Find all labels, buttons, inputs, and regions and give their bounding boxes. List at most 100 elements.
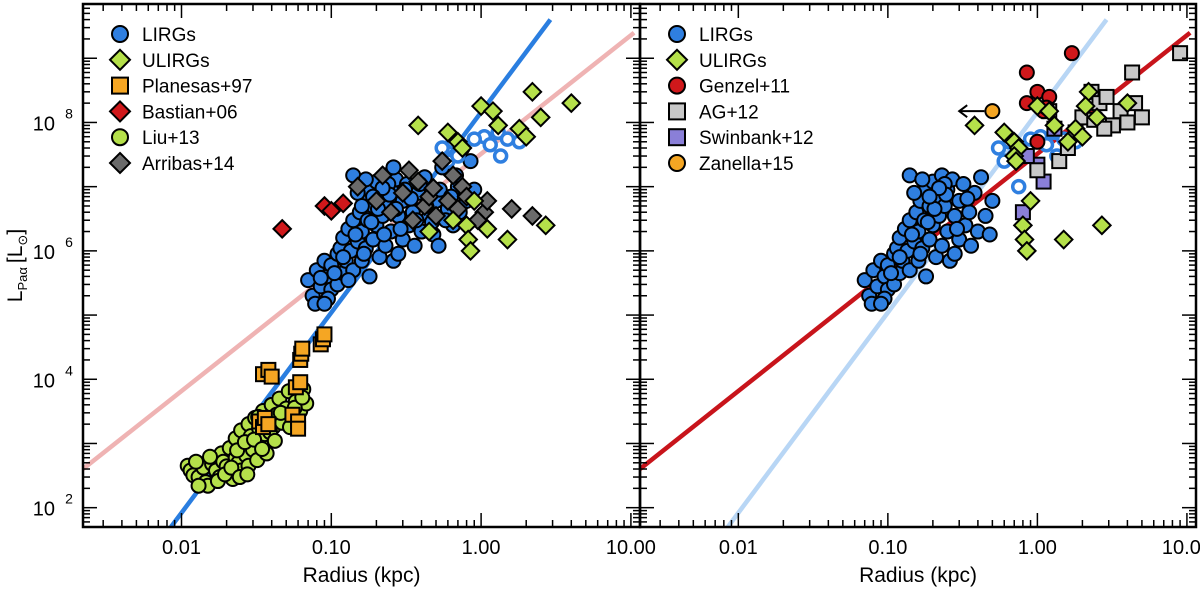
series-ulirgs bbox=[964, 81, 1138, 262]
data-point bbox=[460, 240, 481, 262]
data-point bbox=[392, 182, 413, 204]
data-point bbox=[1018, 64, 1035, 81]
data-point bbox=[477, 218, 498, 240]
x-axis-title: Radius (kpc) bbox=[859, 564, 977, 587]
series-lirgs bbox=[856, 167, 1001, 312]
x-tick-label: 0.01 bbox=[719, 537, 758, 559]
legend: LIRGs ULIRGs Planesas+97 Bastian+06 Liu+13 Ar… bbox=[108, 25, 252, 175]
data-point bbox=[398, 160, 420, 181]
y-tick-label: 10 bbox=[33, 370, 55, 392]
data-point bbox=[190, 477, 207, 494]
data-point bbox=[530, 107, 551, 128]
series-planesas-97 bbox=[251, 326, 333, 437]
data-point bbox=[1005, 150, 1027, 172]
data-point bbox=[363, 214, 380, 231]
data-point bbox=[1133, 109, 1150, 126]
y-tick-exponent: 8 bbox=[65, 105, 73, 121]
legend-marker bbox=[108, 151, 132, 175]
data-point bbox=[385, 159, 402, 176]
data-point bbox=[949, 220, 966, 237]
legend-label: Zanella+15 bbox=[699, 154, 794, 175]
data-point bbox=[266, 432, 283, 449]
data-point bbox=[239, 466, 256, 483]
data-point bbox=[423, 177, 444, 199]
data-point bbox=[202, 448, 219, 465]
data-point bbox=[912, 245, 929, 262]
data-point bbox=[1072, 126, 1093, 147]
data-point bbox=[1057, 131, 1079, 152]
y-tick-label: 10 bbox=[33, 113, 55, 135]
data-point bbox=[516, 126, 537, 147]
legend-marker bbox=[668, 76, 686, 95]
y-tick-exponent: 6 bbox=[65, 234, 73, 250]
legend-marker bbox=[111, 76, 129, 95]
legend-marker bbox=[668, 128, 686, 147]
data-point bbox=[906, 184, 923, 201]
data-point bbox=[873, 295, 890, 312]
legend-marker bbox=[108, 99, 132, 123]
data-point bbox=[918, 268, 935, 285]
data-point bbox=[290, 420, 307, 437]
data-point bbox=[482, 136, 498, 153]
data-point bbox=[347, 226, 364, 243]
data-point bbox=[1029, 162, 1046, 179]
plot-area bbox=[640, 18, 1192, 527]
data-point bbox=[955, 176, 972, 193]
y-title-unit-close: ] bbox=[4, 229, 27, 235]
data-point bbox=[333, 193, 354, 214]
data-point bbox=[406, 237, 423, 254]
legend-label: Arribas+14 bbox=[142, 154, 235, 175]
data-point bbox=[372, 165, 393, 186]
data-point bbox=[407, 171, 429, 192]
data-point bbox=[407, 115, 429, 136]
data-point bbox=[946, 245, 963, 262]
data-point bbox=[990, 140, 1007, 156]
data-point bbox=[260, 416, 277, 433]
legend-marker bbox=[668, 154, 686, 172]
legend-label: Bastian+06 bbox=[142, 102, 238, 123]
data-point bbox=[959, 190, 976, 207]
upper-limit-arrow-head bbox=[957, 104, 968, 118]
data-point bbox=[1098, 88, 1115, 105]
data-point bbox=[1124, 64, 1141, 81]
data-point bbox=[522, 81, 543, 102]
data-point bbox=[1039, 100, 1060, 122]
data-point bbox=[492, 148, 509, 164]
series-liu-13 bbox=[179, 377, 315, 494]
legend-label: ULIRGs bbox=[142, 51, 210, 72]
data-point bbox=[464, 190, 485, 212]
x-tick-label: 0.10 bbox=[868, 537, 907, 559]
legend-label: Genzel+11 bbox=[699, 77, 790, 98]
x-axis-title: Radius (kpc) bbox=[303, 564, 421, 587]
x-tick-label: 1.00 bbox=[1018, 537, 1057, 559]
data-point bbox=[355, 245, 372, 262]
y-axis-title: LPaα [L⊙] bbox=[4, 229, 30, 302]
data-point bbox=[353, 197, 370, 214]
data-point bbox=[482, 100, 504, 122]
y-title-unit: [L bbox=[4, 246, 27, 264]
data-point bbox=[561, 92, 582, 114]
data-point bbox=[1010, 178, 1027, 195]
data-point bbox=[891, 249, 908, 266]
data-point bbox=[1119, 114, 1136, 131]
data-point bbox=[856, 272, 873, 289]
data-point bbox=[376, 226, 393, 243]
y-title-main: L bbox=[4, 291, 27, 303]
y-tick-label: 10 bbox=[33, 499, 55, 521]
legend-label: LIRGs bbox=[699, 25, 753, 46]
data-point bbox=[1117, 92, 1138, 114]
x-tick-label: 10.00 bbox=[1162, 537, 1200, 559]
x-tick-label: 0.10 bbox=[312, 537, 351, 559]
data-point bbox=[919, 214, 936, 231]
series-ulirgs bbox=[407, 81, 582, 262]
data-point bbox=[984, 192, 1001, 209]
x-tick-label: 10.00 bbox=[606, 537, 656, 559]
data-point bbox=[272, 218, 293, 240]
data-point bbox=[1172, 45, 1189, 62]
plot-area bbox=[83, 18, 636, 527]
y-tick-label: 10 bbox=[33, 242, 55, 264]
data-point bbox=[390, 245, 407, 262]
data-point bbox=[984, 103, 1001, 120]
data-point bbox=[522, 205, 543, 227]
legend-label: Swinbank+12 bbox=[699, 128, 814, 149]
